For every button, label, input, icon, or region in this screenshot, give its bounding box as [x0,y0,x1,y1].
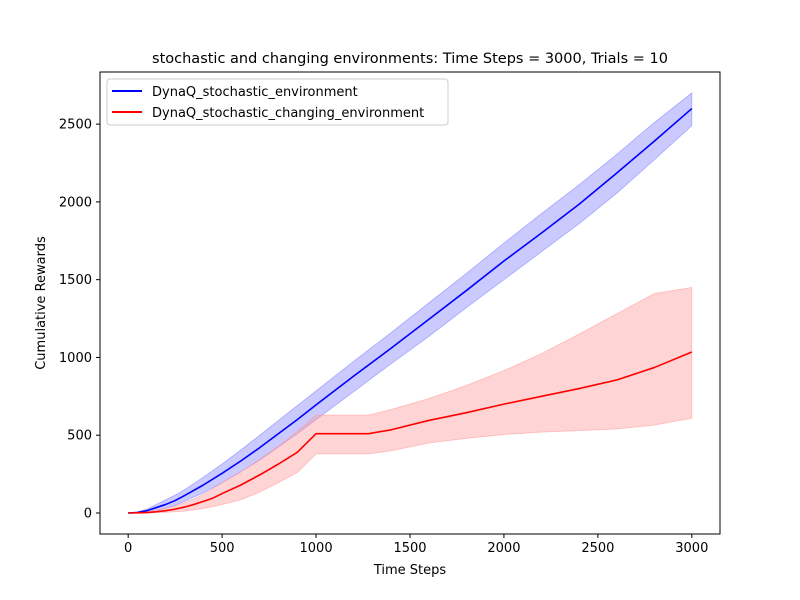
x-tick-label: 1000 [300,541,333,556]
x-tick-label: 500 [210,541,235,556]
legend-label-changing: DynaQ_stochastic_changing_environment [152,106,424,121]
x-axis-label: Time Steps [373,563,447,578]
x-tick-label: 2000 [487,541,520,556]
x-tick-label: 3000 [675,541,708,556]
x-tick-label: 1500 [393,541,426,556]
legend-box [106,78,449,126]
y-tick-label: 2500 [59,118,92,133]
legend: DynaQ_stochastic_environment DynaQ_stoch… [106,78,449,126]
y-tick-label: 1500 [59,273,92,288]
y-tick-label: 0 [84,507,92,522]
chart-title: stochastic and changing environments: Ti… [152,51,668,67]
line-series-1 [128,351,693,514]
x-tick-label: 2500 [581,541,614,556]
tick-layer: 0 500 1000 1500 2000 2500 3000 0 500 1000 1500 2000… [59,118,708,556]
legend-label-stochastic: DynaQ_stochastic_environment [152,85,358,100]
y-tick-label: 2000 [59,195,92,210]
y-tick-label: 1000 [59,351,92,366]
y-tick-label: 500 [67,429,92,444]
y-axis-label: Cumulative Rewards [34,236,49,370]
x-tick-label: 0 [124,541,132,556]
data-layer [128,92,693,514]
line-series-0 [128,107,693,514]
